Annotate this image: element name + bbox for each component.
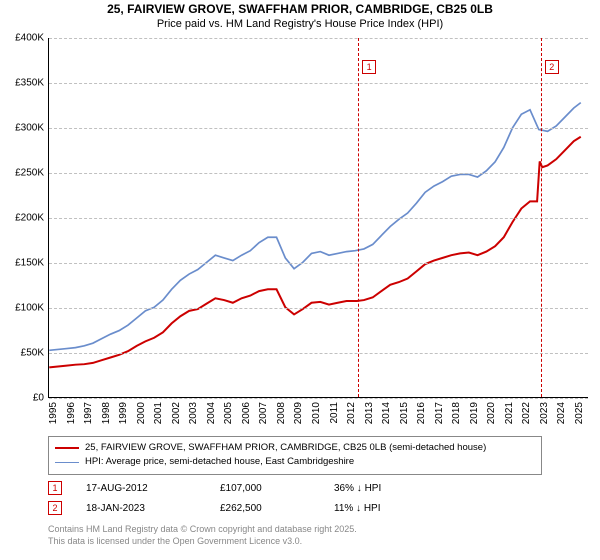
x-tick-label: 2021 — [504, 402, 515, 424]
x-tick-label: 2015 — [399, 402, 410, 424]
x-tick-label: 2000 — [136, 402, 147, 424]
attribution-line2: This data is licensed under the Open Gov… — [48, 536, 357, 548]
x-tick-label: 2003 — [188, 402, 199, 424]
sale-marker-line — [358, 38, 359, 397]
attribution-line1: Contains HM Land Registry data © Crown c… — [48, 524, 357, 536]
x-tick-label: 2011 — [329, 402, 340, 424]
x-tick-label: 2002 — [171, 402, 182, 424]
x-tick-label: 2023 — [539, 402, 550, 424]
x-tick-label: 2024 — [556, 402, 567, 424]
y-tick-label: £200K — [0, 213, 44, 224]
y-tick-label: £150K — [0, 258, 44, 269]
gridline-h — [49, 173, 588, 174]
x-tick-label: 2012 — [346, 402, 357, 424]
sale-hpi-diff: 36% ↓ HPI — [334, 483, 381, 494]
gridline-h — [49, 83, 588, 84]
x-tick-label: 1997 — [83, 402, 94, 424]
sale-row: 2 18-JAN-2023 £262,500 11% ↓ HPI — [48, 498, 381, 518]
sale-marker-box: 2 — [545, 60, 559, 74]
y-tick-label: £400K — [0, 33, 44, 44]
legend: 25, FAIRVIEW GROVE, SWAFFHAM PRIOR, CAMB… — [48, 436, 542, 475]
x-tick-label: 1996 — [66, 402, 77, 424]
x-tick-label: 2007 — [258, 402, 269, 424]
x-tick-label: 2004 — [206, 402, 217, 424]
chart-title: 25, FAIRVIEW GROVE, SWAFFHAM PRIOR, CAMB… — [0, 0, 600, 18]
x-tick-label: 2009 — [293, 402, 304, 424]
plot-area: 12 — [48, 38, 588, 398]
chart-subtitle: Price paid vs. HM Land Registry's House … — [0, 18, 600, 32]
x-tick-label: 2022 — [521, 402, 532, 424]
y-tick-label: £0 — [0, 393, 44, 404]
x-tick-label: 2010 — [311, 402, 322, 424]
sale-price: £262,500 — [220, 503, 310, 514]
gridline-h — [49, 263, 588, 264]
sale-marker-line — [541, 38, 542, 397]
x-tick-label: 2001 — [153, 402, 164, 424]
gridline-h — [49, 128, 588, 129]
sale-row: 1 17-AUG-2012 £107,000 36% ↓ HPI — [48, 478, 381, 498]
x-tick-label: 1998 — [101, 402, 112, 424]
x-tick-label: 2019 — [469, 402, 480, 424]
chart-container: 25, FAIRVIEW GROVE, SWAFFHAM PRIOR, CAMB… — [0, 0, 600, 560]
x-tick-label: 2014 — [381, 402, 392, 424]
x-tick-label: 2008 — [276, 402, 287, 424]
sale-marker-box: 1 — [362, 60, 376, 74]
y-tick-label: £100K — [0, 303, 44, 314]
sale-date: 18-JAN-2023 — [86, 503, 196, 514]
sale-date: 17-AUG-2012 — [86, 483, 196, 494]
x-tick-label: 2017 — [434, 402, 445, 424]
x-tick-label: 2013 — [364, 402, 375, 424]
x-tick-label: 2006 — [241, 402, 252, 424]
y-tick-label: £250K — [0, 168, 44, 179]
x-tick-label: 1999 — [118, 402, 129, 424]
gridline-h — [49, 308, 588, 309]
legend-swatch-price-paid — [55, 447, 79, 449]
y-tick-label: £50K — [0, 348, 44, 359]
sales-table: 1 17-AUG-2012 £107,000 36% ↓ HPI 2 18-JAN-202… — [48, 478, 381, 518]
y-tick-label: £300K — [0, 123, 44, 134]
x-tick-label: 2025 — [574, 402, 585, 424]
gridline-h — [49, 38, 588, 39]
sale-hpi-diff: 11% ↓ HPI — [334, 503, 381, 514]
sale-price: £107,000 — [220, 483, 310, 494]
gridline-h — [49, 398, 588, 399]
x-tick-label: 2005 — [223, 402, 234, 424]
x-tick-label: 2016 — [416, 402, 427, 424]
y-tick-label: £350K — [0, 78, 44, 89]
x-tick-label: 1995 — [48, 402, 59, 424]
attribution: Contains HM Land Registry data © Crown c… — [48, 524, 357, 547]
legend-label-hpi: HPI: Average price, semi-detached house,… — [85, 455, 354, 469]
sale-index-box: 2 — [48, 501, 62, 515]
x-tick-label: 2018 — [451, 402, 462, 424]
gridline-h — [49, 218, 588, 219]
sale-index-box: 1 — [48, 481, 62, 495]
x-tick-label: 2020 — [486, 402, 497, 424]
legend-swatch-hpi — [55, 462, 79, 463]
gridline-h — [49, 353, 588, 354]
legend-row-price-paid: 25, FAIRVIEW GROVE, SWAFFHAM PRIOR, CAMB… — [55, 441, 535, 455]
series-line — [49, 103, 581, 351]
legend-row-hpi: HPI: Average price, semi-detached house,… — [55, 455, 535, 469]
legend-label-price-paid: 25, FAIRVIEW GROVE, SWAFFHAM PRIOR, CAMB… — [85, 441, 486, 455]
